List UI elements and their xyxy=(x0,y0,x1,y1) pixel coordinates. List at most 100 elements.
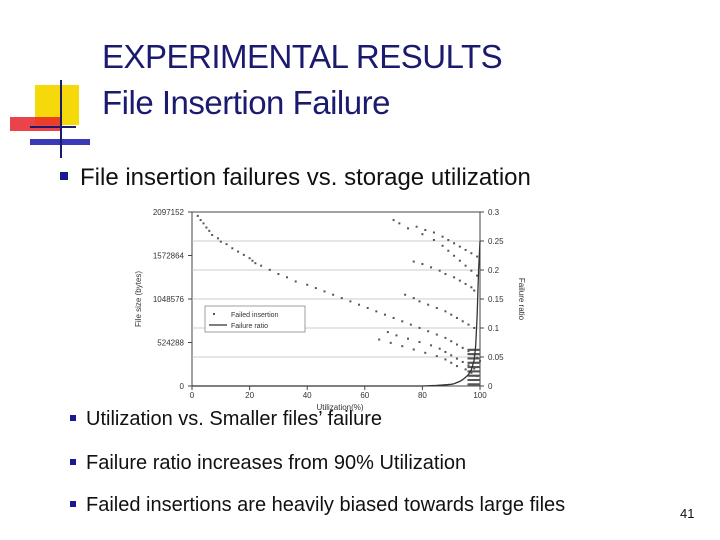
y2-tick-label: 0.2 xyxy=(488,266,500,275)
data-point xyxy=(455,343,458,346)
bullet-square-icon xyxy=(70,414,76,421)
data-point xyxy=(430,344,433,347)
data-point xyxy=(467,361,470,364)
chart-legend: Failed insertion Failure ratio xyxy=(204,305,306,333)
data-point xyxy=(468,357,471,360)
main-bullet: File insertion failures vs. storage util… xyxy=(60,164,531,192)
sub-bullet-text: Utilization vs. Smaller files’ failure xyxy=(86,408,383,430)
data-point xyxy=(461,346,464,349)
data-point xyxy=(473,366,476,369)
data-point xyxy=(453,276,456,279)
bullet-square-icon xyxy=(70,458,76,465)
data-point xyxy=(476,353,479,356)
data-point xyxy=(468,379,471,382)
data-point xyxy=(469,353,472,356)
page-number: 41 xyxy=(680,506,695,521)
data-point xyxy=(475,361,478,364)
x-tick-label: 40 xyxy=(303,391,312,400)
data-point xyxy=(473,374,476,377)
y2-tick-label: 0.3 xyxy=(488,208,500,217)
data-point xyxy=(447,238,450,241)
failure-ratio-line xyxy=(192,240,481,387)
data-point xyxy=(453,254,456,257)
data-point xyxy=(260,264,263,267)
data-point xyxy=(470,383,473,386)
data-point xyxy=(469,366,472,369)
data-point xyxy=(470,379,473,382)
data-point xyxy=(474,361,477,364)
chart-lines xyxy=(192,240,481,387)
data-point xyxy=(467,366,470,369)
data-point xyxy=(208,229,211,232)
data-point xyxy=(464,264,467,267)
data-point xyxy=(435,307,438,310)
y2-tick-label: 0.1 xyxy=(488,324,500,333)
y-tick-label: 0 xyxy=(180,382,185,391)
data-point xyxy=(477,357,480,360)
data-point xyxy=(467,374,470,377)
data-point xyxy=(472,370,475,373)
data-point xyxy=(470,371,473,374)
data-point xyxy=(470,252,473,255)
data-point xyxy=(472,353,475,356)
data-point xyxy=(430,266,433,269)
data-point xyxy=(435,333,438,336)
data-point xyxy=(473,361,476,364)
data-point xyxy=(294,280,297,283)
data-point xyxy=(475,357,478,360)
data-point xyxy=(474,379,477,382)
data-point xyxy=(427,330,430,333)
data-point xyxy=(475,374,478,377)
data-point xyxy=(409,323,412,326)
x-tick-label: 80 xyxy=(418,391,427,400)
data-point xyxy=(453,242,456,245)
y-tick-label: 1572864 xyxy=(153,252,185,261)
main-bullet-text: File insertion failures vs. storage util… xyxy=(80,164,531,191)
data-point xyxy=(467,357,470,360)
data-point xyxy=(477,383,480,386)
data-point xyxy=(476,370,479,373)
data-point xyxy=(450,361,453,364)
x-tick-label: 20 xyxy=(245,391,254,400)
data-point xyxy=(378,338,381,341)
data-point xyxy=(438,269,441,272)
x-axis-title: Utilization(%) xyxy=(316,403,363,412)
data-point xyxy=(476,361,479,364)
data-point xyxy=(444,350,447,353)
data-point xyxy=(407,337,409,340)
chart-axes: 0 0.05 0.1 0.15 0.2 0.25 0.3 0 524288 1048576 1572… xyxy=(134,208,526,412)
legend-box xyxy=(204,305,306,333)
data-point xyxy=(421,263,424,266)
data-point xyxy=(401,320,404,323)
data-point xyxy=(473,326,476,329)
sub-bullet-1: Utilization vs. Smaller files’ failure xyxy=(70,408,382,431)
data-point xyxy=(251,259,254,262)
data-point xyxy=(469,361,472,364)
bullet-square-icon xyxy=(70,500,76,507)
data-point xyxy=(473,289,476,292)
data-point xyxy=(477,379,480,382)
sub-bullet-2: Failure ratio increases from 90% Utiliza… xyxy=(70,452,466,475)
data-point xyxy=(476,366,479,369)
data-point xyxy=(418,300,421,303)
data-point xyxy=(395,334,398,337)
data-point xyxy=(479,360,481,363)
data-point xyxy=(375,310,378,313)
data-point xyxy=(444,358,447,361)
data-point xyxy=(412,260,415,263)
data-point xyxy=(472,357,475,360)
deco-horizontal-line xyxy=(30,126,76,128)
data-point xyxy=(474,383,477,386)
data-point xyxy=(438,347,441,350)
data-point xyxy=(470,361,473,364)
data-point xyxy=(254,262,257,265)
data-point xyxy=(231,247,234,250)
data-point xyxy=(477,366,480,369)
data-point xyxy=(464,282,467,285)
y2-axis-title: Failure ratio xyxy=(517,278,526,321)
x-tick-label: 100 xyxy=(473,391,487,400)
data-point xyxy=(444,272,447,275)
data-point xyxy=(461,320,464,323)
data-point xyxy=(418,326,421,329)
data-point xyxy=(474,366,477,369)
